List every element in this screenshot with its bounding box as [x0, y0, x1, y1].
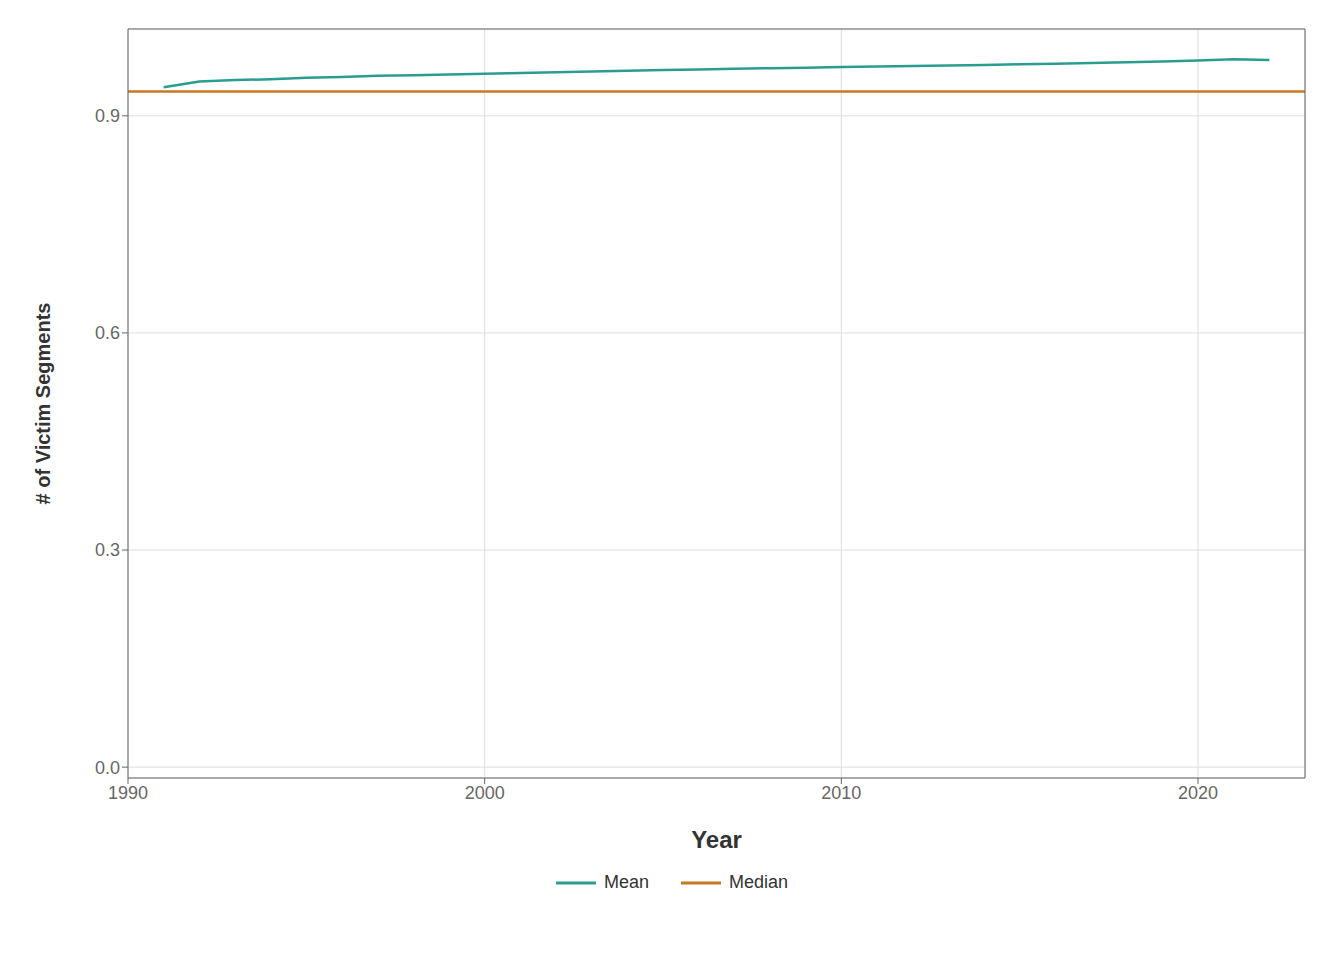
svg-text:0.3: 0.3	[95, 540, 120, 560]
svg-text:2020: 2020	[1178, 783, 1218, 803]
svg-text:2000: 2000	[465, 783, 505, 803]
html-text:Mean: Mean	[604, 872, 649, 892]
svg-text:0.9: 0.9	[95, 106, 120, 126]
html-text:Median: Median	[729, 872, 788, 892]
svg-text:2010: 2010	[821, 783, 861, 803]
svg-text:1990: 1990	[108, 783, 148, 803]
svg-text:0.0: 0.0	[95, 758, 120, 778]
svg-text:# of Victim Segments: # of Victim Segments	[32, 303, 54, 505]
svg-text:Year: Year	[691, 826, 742, 853]
svg-text:0.6: 0.6	[95, 323, 120, 343]
